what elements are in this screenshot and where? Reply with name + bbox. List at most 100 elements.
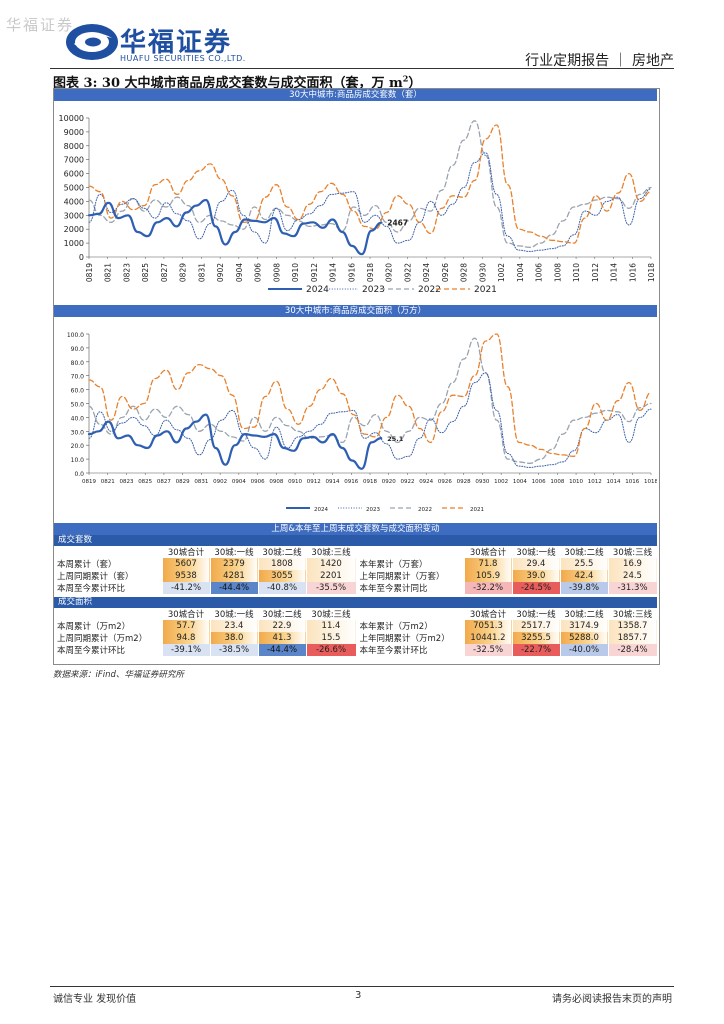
cell: -40.0% bbox=[560, 644, 609, 656]
row-label: 本周累计（套） bbox=[54, 558, 163, 570]
cell: 3055 bbox=[258, 570, 307, 582]
y-tick-label: 40.0 bbox=[71, 415, 85, 422]
x-tick-label: 1016 bbox=[625, 479, 639, 485]
x-tick-label: 0906 bbox=[251, 479, 265, 485]
x-tick-label: 1008 bbox=[550, 479, 564, 485]
col-header: 30城:一线 bbox=[512, 546, 561, 558]
x-tick-label: 0912 bbox=[307, 479, 321, 485]
x-tick-label: 0902 bbox=[213, 479, 227, 485]
chart2-title: 30大中城市:商品房成交面积（万方） bbox=[54, 305, 657, 317]
x-tick-label: 0922 bbox=[403, 263, 412, 282]
x-tick-label: 0920 bbox=[382, 479, 396, 485]
x-tick-label: 0819 bbox=[82, 479, 96, 485]
cell: -32.2% bbox=[464, 582, 513, 594]
cell: 10441.2 bbox=[464, 632, 513, 644]
y-tick-label: 1000 bbox=[64, 239, 84, 248]
x-tick-label: 0908 bbox=[269, 479, 283, 485]
col-header: 30城合计 bbox=[162, 546, 211, 558]
x-tick-label: 0823 bbox=[119, 479, 133, 485]
col-header: 30城:二线 bbox=[258, 546, 307, 558]
figure-title-sup: 2 bbox=[402, 73, 409, 84]
cell: 38.0 bbox=[210, 632, 259, 644]
x-tick-label: 0821 bbox=[104, 263, 113, 282]
col-header: 30城:三线 bbox=[306, 546, 357, 558]
cell: 24.5 bbox=[608, 570, 658, 582]
x-tick-label: 1006 bbox=[535, 263, 544, 282]
chart-area: 0.0 10.0 20.0 30.0 40.0 50.0 60.0 70.0 80.0 90.0 1… bbox=[67, 332, 657, 513]
legend-label-2024: 2024 bbox=[314, 507, 328, 513]
x-tick-label: 1010 bbox=[569, 479, 583, 485]
page-number: 3 bbox=[355, 990, 362, 1001]
row-label: 本年至今累计同比 bbox=[356, 582, 465, 594]
y-tick-label: 3000 bbox=[64, 211, 84, 220]
x-tick-label: 0912 bbox=[310, 263, 319, 282]
cell: -38.5% bbox=[210, 644, 259, 656]
y-tick-label: 10000 bbox=[59, 114, 84, 123]
col-header: 30城:二线 bbox=[560, 546, 609, 558]
cell: 22.9 bbox=[258, 620, 307, 632]
x-tick-label: 0902 bbox=[216, 263, 225, 282]
x-tick-label: 1018 bbox=[647, 263, 656, 282]
footer-disclaimer: 请务必阅读报告末页的声明 bbox=[552, 994, 672, 1005]
chart1-title: 30大中城市:商品房成交套数（套） bbox=[54, 89, 657, 101]
cell: -24.5% bbox=[512, 582, 561, 594]
x-tick-label: 1004 bbox=[516, 263, 525, 282]
x-tick-label: 1008 bbox=[553, 263, 562, 282]
x-tick-label: 0930 bbox=[478, 263, 487, 282]
x-tick-label: 0825 bbox=[138, 479, 152, 485]
cell: -28.4% bbox=[608, 644, 658, 656]
cell: 3255.5 bbox=[512, 632, 561, 644]
legend-label-2022: 2022 bbox=[418, 507, 432, 513]
cell: 2379 bbox=[210, 558, 259, 570]
cell: 15.5 bbox=[306, 632, 357, 644]
section-area: 成交面积 bbox=[54, 597, 657, 608]
cell: -26.6% bbox=[306, 644, 357, 656]
col-header: 30城合计 bbox=[162, 608, 211, 620]
x-tick-label: 1002 bbox=[494, 479, 508, 485]
x-tick-label: 0910 bbox=[288, 479, 302, 485]
row-label: 本周至今累计环比 bbox=[54, 582, 163, 594]
col-header: 30城合计 bbox=[464, 608, 513, 620]
series-line-2022 bbox=[88, 337, 652, 464]
cell: -41.2% bbox=[162, 582, 211, 594]
x-tick-label: 0922 bbox=[400, 479, 414, 485]
col-header: 30城:二线 bbox=[258, 608, 307, 620]
y-tick-label: 90.0 bbox=[71, 346, 85, 353]
x-tick-label: 0831 bbox=[194, 479, 208, 485]
x-tick-label: 0831 bbox=[197, 263, 206, 282]
cell: 57.7 bbox=[162, 620, 211, 632]
x-tick-label: 0924 bbox=[422, 263, 431, 282]
x-tick-label: 0916 bbox=[344, 479, 358, 485]
cell: -44.4% bbox=[258, 644, 307, 656]
y-tick-label: 2000 bbox=[64, 225, 84, 234]
report-type: 行业定期报告 ｜ 房地产 bbox=[525, 53, 674, 69]
x-tick-label: 0930 bbox=[475, 479, 489, 485]
series-line-2021 bbox=[88, 333, 652, 457]
y-tick-label: 20.0 bbox=[71, 443, 85, 450]
y-tick-label: 4000 bbox=[64, 197, 84, 206]
figure-title: 图表 3: 30 大中城市商品房成交套数与成交面积（套，万 m2） bbox=[53, 72, 421, 91]
y-tick-label: 0 bbox=[79, 253, 84, 262]
x-tick-label: 0920 bbox=[385, 263, 394, 282]
x-tick-label: 0829 bbox=[179, 263, 188, 282]
legend-label-2022: 2022 bbox=[418, 285, 441, 295]
cell: -39.8% bbox=[560, 582, 609, 594]
cell: 94.8 bbox=[162, 632, 211, 644]
y-tick-label: 6000 bbox=[64, 170, 84, 179]
y-tick-label: 7000 bbox=[64, 156, 84, 165]
x-tick-label: 0926 bbox=[438, 479, 452, 485]
footer-divider bbox=[50, 986, 674, 987]
x-tick-label: 0914 bbox=[329, 263, 338, 282]
cell: 7051.3 bbox=[464, 620, 513, 632]
units-header-row: 30城合计 30城:一线 30城:二线 30城:三线 30城合计 30城:一线 … bbox=[54, 546, 658, 558]
x-tick-label: 0829 bbox=[176, 479, 190, 485]
col-header: 30城:二线 bbox=[560, 608, 609, 620]
series-line-2021 bbox=[88, 124, 652, 244]
legend-label-2023: 2023 bbox=[366, 507, 380, 513]
y-tick-label: 8000 bbox=[64, 142, 84, 151]
cell: 4281 bbox=[210, 570, 259, 582]
cell: 71.8 bbox=[464, 558, 513, 570]
x-tick-label: 0924 bbox=[419, 479, 433, 485]
cell: -39.1% bbox=[162, 644, 211, 656]
col-header: 30城合计 bbox=[464, 546, 513, 558]
